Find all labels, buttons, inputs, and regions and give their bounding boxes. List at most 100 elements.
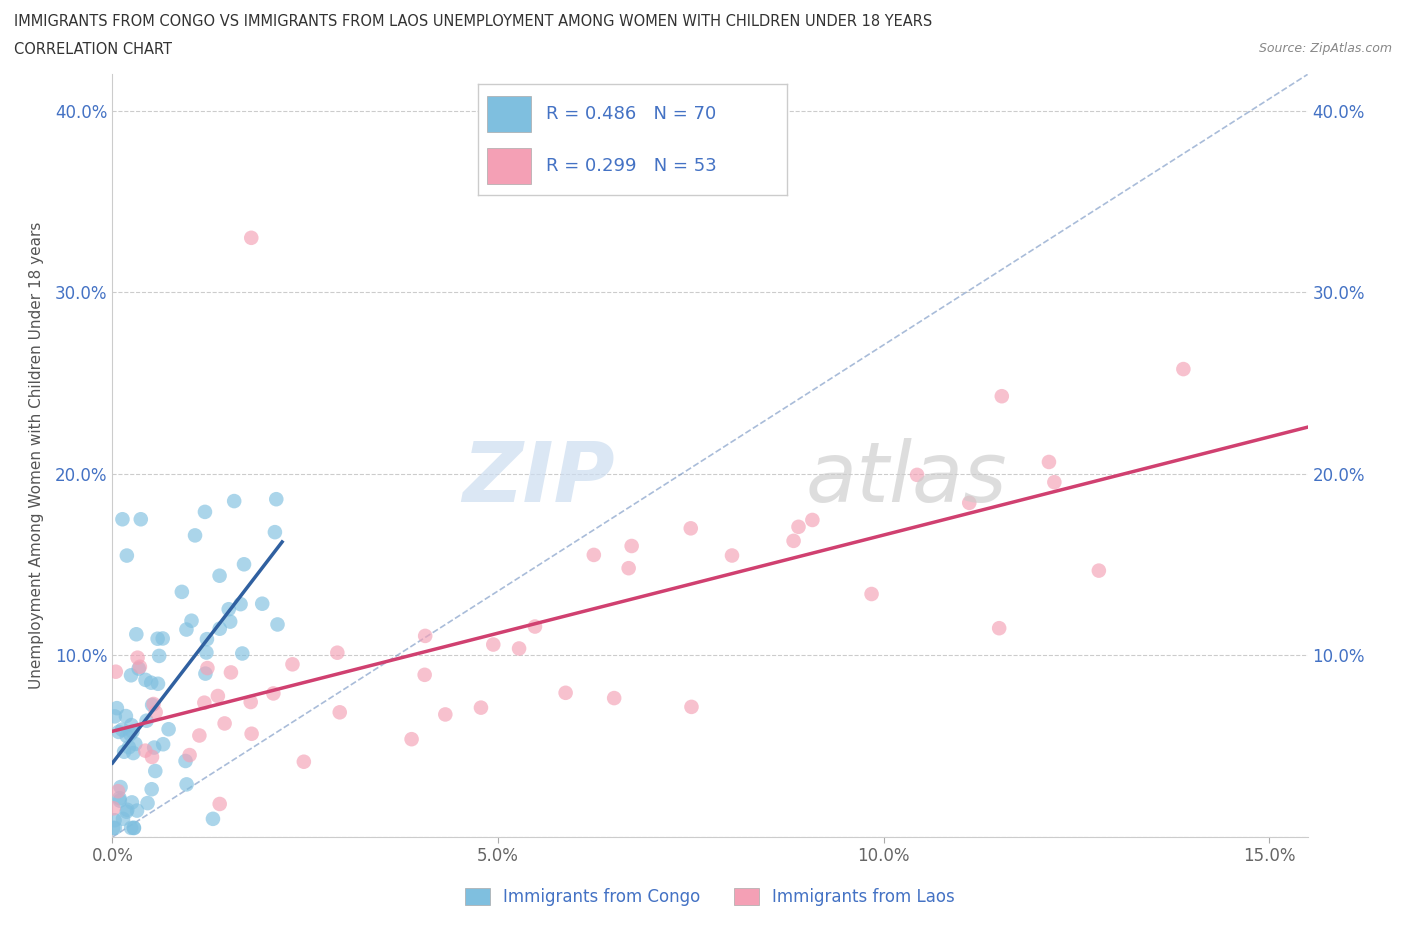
- Point: [134, 743, 156, 758]
- Text: R = 0.299   N = 53: R = 0.299 N = 53: [546, 157, 717, 175]
- Point: [124, 737, 146, 751]
- Point: [108, 790, 131, 805]
- Point: [1038, 455, 1060, 470]
- Point: [193, 696, 215, 711]
- Point: [219, 614, 242, 629]
- Point: [194, 666, 217, 681]
- Point: [143, 764, 166, 778]
- Point: [136, 796, 159, 811]
- Y-axis label: Unemployment Among Women with Children Under 18 years: Unemployment Among Women with Children U…: [30, 222, 44, 689]
- Point: [413, 668, 436, 683]
- Point: [195, 631, 218, 646]
- Point: [603, 691, 626, 706]
- Point: [120, 718, 142, 733]
- Point: [111, 811, 134, 826]
- Point: [110, 779, 132, 794]
- Point: [326, 645, 349, 660]
- Point: [208, 796, 231, 811]
- Point: [111, 512, 134, 526]
- Point: [434, 707, 457, 722]
- Point: [117, 803, 139, 817]
- Point: [152, 737, 174, 751]
- Point: [957, 496, 980, 511]
- Point: [146, 631, 169, 646]
- Point: [787, 519, 810, 534]
- Point: [240, 726, 263, 741]
- Point: [104, 820, 127, 835]
- Point: [681, 699, 703, 714]
- Point: [266, 617, 288, 631]
- Point: [115, 709, 138, 724]
- Point: [208, 568, 231, 583]
- Point: [801, 512, 824, 527]
- Point: [329, 705, 352, 720]
- Point: [141, 698, 163, 712]
- Point: [988, 620, 1011, 635]
- Point: [401, 732, 423, 747]
- Point: [120, 820, 142, 835]
- Point: [107, 724, 129, 739]
- Point: [208, 621, 231, 636]
- Point: [184, 528, 207, 543]
- Text: Source: ZipAtlas.com: Source: ZipAtlas.com: [1258, 42, 1392, 55]
- Text: ZIP: ZIP: [461, 438, 614, 519]
- Point: [262, 686, 284, 701]
- Point: [905, 468, 928, 483]
- Point: [108, 793, 131, 808]
- Point: [103, 801, 125, 816]
- Point: [142, 697, 165, 711]
- Point: [1173, 362, 1195, 377]
- Point: [128, 661, 150, 676]
- Point: [122, 820, 145, 835]
- Point: [292, 754, 315, 769]
- Point: [176, 622, 198, 637]
- Point: [148, 648, 170, 663]
- Point: [413, 629, 436, 644]
- Point: [188, 728, 211, 743]
- FancyBboxPatch shape: [488, 96, 530, 132]
- Point: [135, 713, 157, 728]
- Point: [721, 548, 744, 563]
- Point: [214, 716, 236, 731]
- Point: [121, 795, 143, 810]
- Point: [482, 637, 505, 652]
- Point: [157, 722, 180, 737]
- Point: [219, 665, 242, 680]
- Point: [264, 525, 287, 539]
- Point: [143, 740, 166, 755]
- Point: [103, 820, 125, 835]
- Point: [180, 613, 202, 628]
- Point: [103, 813, 125, 828]
- Point: [121, 724, 143, 739]
- Point: [134, 672, 156, 687]
- Point: [1088, 564, 1111, 578]
- Point: [239, 695, 262, 710]
- Point: [127, 650, 149, 665]
- Point: [229, 597, 252, 612]
- Point: [104, 664, 127, 679]
- Point: [620, 538, 643, 553]
- Point: [231, 646, 253, 661]
- Point: [141, 750, 163, 764]
- Point: [207, 688, 229, 703]
- Text: R = 0.486   N = 70: R = 0.486 N = 70: [546, 105, 716, 123]
- Point: [120, 726, 142, 741]
- Point: [152, 631, 174, 646]
- Point: [201, 811, 224, 826]
- Text: CORRELATION CHART: CORRELATION CHART: [14, 42, 172, 57]
- Point: [470, 700, 492, 715]
- Point: [118, 739, 141, 754]
- Point: [145, 705, 167, 720]
- Point: [141, 675, 163, 690]
- Text: IMMIGRANTS FROM CONGO VS IMMIGRANTS FROM LAOS UNEMPLOYMENT AMONG WOMEN WITH CHIL: IMMIGRANTS FROM CONGO VS IMMIGRANTS FROM…: [14, 14, 932, 29]
- Point: [111, 723, 134, 737]
- Point: [617, 561, 640, 576]
- Point: [782, 534, 804, 549]
- Point: [991, 389, 1014, 404]
- Point: [233, 557, 256, 572]
- FancyBboxPatch shape: [488, 149, 530, 184]
- Point: [860, 587, 883, 602]
- Point: [115, 728, 138, 743]
- Point: [122, 746, 145, 761]
- Point: [194, 504, 217, 519]
